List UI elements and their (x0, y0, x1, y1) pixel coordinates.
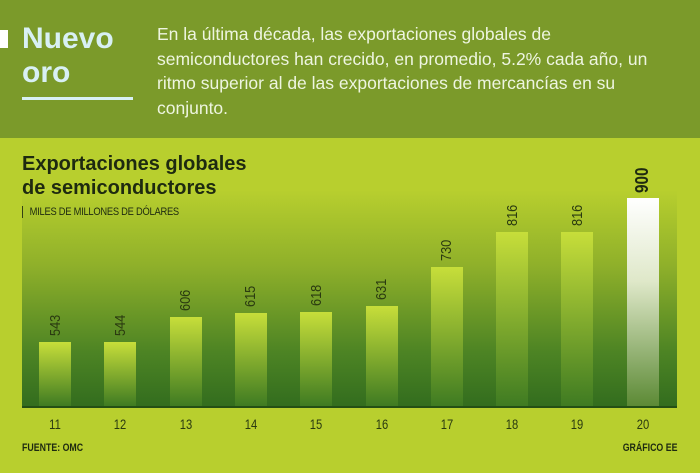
x-tick-17: 17 (440, 416, 454, 432)
x-tick-14: 14 (244, 416, 258, 432)
source-note: FUENTE: OMC (22, 442, 84, 454)
header-band (0, 0, 700, 138)
x-axis-line (22, 406, 677, 408)
value-label-19: 816 (568, 204, 586, 226)
headline-underline (22, 97, 133, 100)
x-tick-19: 19 (571, 416, 584, 432)
x-tick-15: 15 (309, 416, 323, 432)
bar-19 (561, 231, 594, 406)
value-label-11: 543 (46, 314, 64, 336)
title-marker (0, 30, 8, 48)
x-tick-13: 13 (179, 416, 192, 432)
bar-16 (365, 306, 398, 406)
x-tick-12: 12 (114, 416, 127, 432)
value-label-14: 615 (242, 285, 260, 307)
credit-note: GRÁFICO EE (622, 442, 677, 454)
bar-14 (234, 312, 267, 406)
headline-line2: oro (22, 56, 71, 89)
bar-15 (300, 311, 333, 406)
value-label-16: 631 (373, 279, 390, 301)
value-label-20: 900 (631, 167, 652, 194)
value-label-12: 544 (111, 314, 129, 336)
bar-11 (39, 341, 71, 406)
value-label-18: 816 (503, 204, 521, 226)
x-tick-16: 16 (375, 416, 388, 432)
x-tick-11: 11 (49, 416, 61, 432)
bar-12 (104, 341, 137, 406)
intro-text: En la última década, las exportaciones g… (157, 24, 648, 118)
x-tick-18: 18 (505, 416, 519, 432)
bar-13 (169, 316, 202, 406)
x-tick-20: 20 (636, 416, 649, 432)
bar-20 (626, 198, 659, 406)
value-label-13: 606 (177, 289, 195, 311)
headline: Nuevo oro (22, 22, 114, 90)
y-axis-unit: MILES DE MILLONES DE DÓLARES (22, 206, 179, 218)
bar-17 (430, 266, 463, 406)
chart-title: Exportaciones globales de semiconductore… (22, 153, 247, 199)
value-label-17: 730 (438, 239, 456, 261)
headline-line1: Nuevo (22, 22, 114, 55)
bar-18 (496, 231, 529, 406)
value-label-15: 618 (307, 284, 325, 306)
